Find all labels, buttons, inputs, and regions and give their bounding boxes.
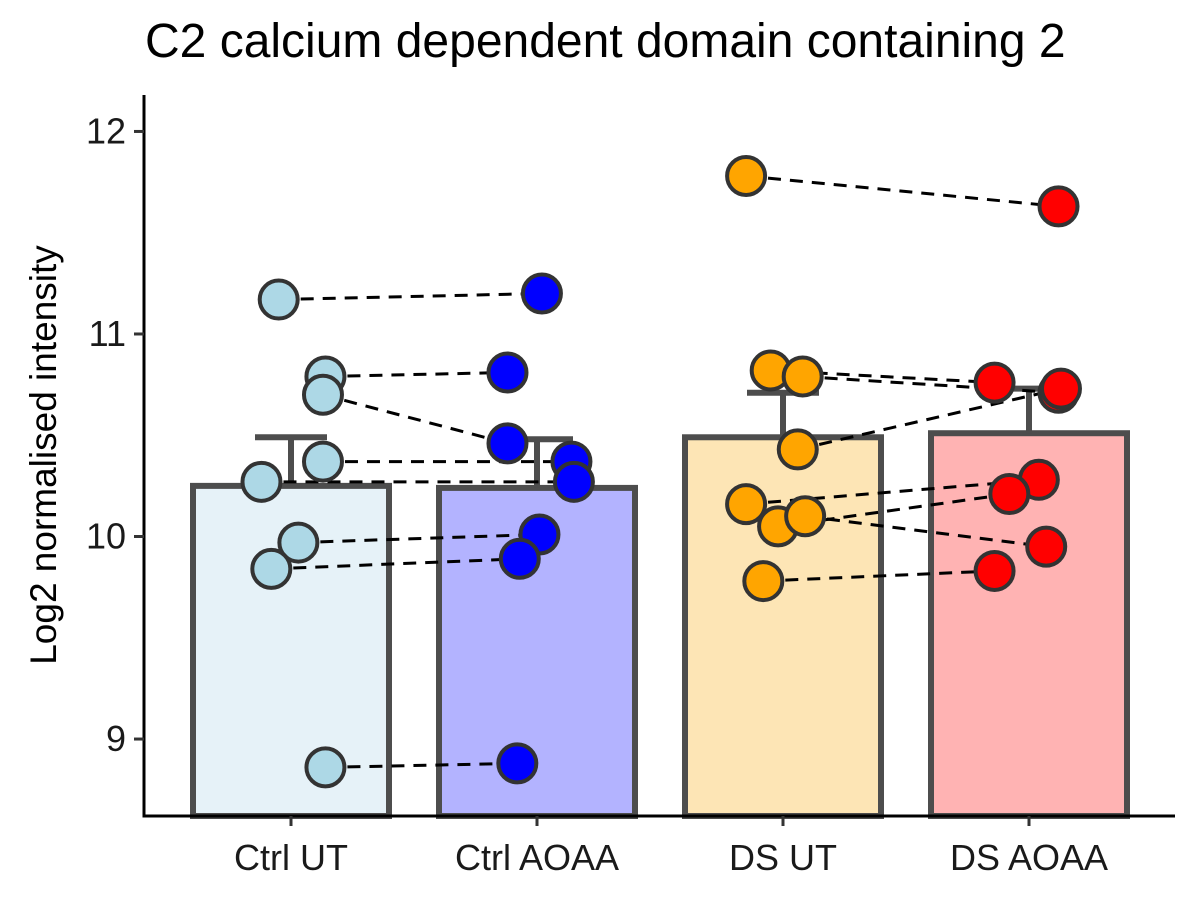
data-point-27	[1039, 367, 1082, 410]
paired-line-6	[271, 557, 520, 571]
data-point-18	[781, 355, 824, 398]
paired-line-14	[804, 514, 1047, 549]
data-point-16	[725, 155, 768, 198]
x-tick-label-2: DS UT	[729, 837, 837, 878]
paired-line-1	[325, 370, 508, 379]
data-point-2	[301, 373, 344, 416]
data-point-15	[496, 742, 539, 785]
data-point-8	[520, 272, 563, 315]
y-tick-label-0: 9	[106, 718, 126, 759]
data-point-30	[1025, 525, 1068, 568]
axes-layer: 9 10 11 12 Ctrl UT Ctrl AOAA DS UT DS AOAA	[86, 95, 1175, 878]
data-point-5	[277, 521, 320, 564]
data-point-3	[301, 440, 344, 483]
data-point-29	[988, 472, 1031, 515]
data-point-10	[486, 422, 529, 465]
x-tick-label-0: Ctrl UT	[234, 837, 348, 878]
paired-line-5	[298, 532, 540, 545]
data-points-layer	[240, 155, 1082, 789]
data-point-20	[725, 483, 768, 526]
data-point-14	[498, 537, 541, 580]
bar-2	[682, 434, 884, 819]
data-point-25	[973, 361, 1016, 404]
data-point-22	[784, 495, 827, 538]
data-point-23	[742, 560, 785, 603]
data-point-12	[552, 460, 595, 503]
data-point-0	[257, 278, 300, 321]
x-tick-label-1: Ctrl AOAA	[455, 837, 619, 878]
data-point-24	[1037, 185, 1080, 228]
paired-line-0	[278, 291, 542, 302]
paired-line-7	[325, 761, 518, 769]
paired-line-9	[770, 368, 995, 385]
y-tick-label-1: 10	[86, 516, 126, 557]
data-point-4	[240, 460, 283, 503]
paired-line-2	[322, 393, 508, 445]
paired-line-8	[745, 174, 1059, 208]
data-point-9	[486, 351, 529, 394]
paired-line-15	[763, 569, 995, 583]
data-point-7	[304, 746, 347, 789]
y-tick-label-2: 11	[89, 313, 126, 354]
data-point-31	[973, 549, 1016, 592]
chart-title: C2 calcium dependent domain containing 2	[145, 15, 1066, 68]
paired-line-13	[777, 492, 1010, 528]
data-point-6	[250, 547, 293, 590]
y-axis-label: Log2 normalised intensity	[23, 245, 64, 665]
bar-3	[928, 430, 1130, 819]
y-tick-label-3: 12	[86, 110, 126, 151]
data-point-19	[776, 428, 819, 471]
paired-line-11	[797, 387, 1062, 451]
x-tick-label-3: DS AOAA	[950, 837, 1108, 878]
